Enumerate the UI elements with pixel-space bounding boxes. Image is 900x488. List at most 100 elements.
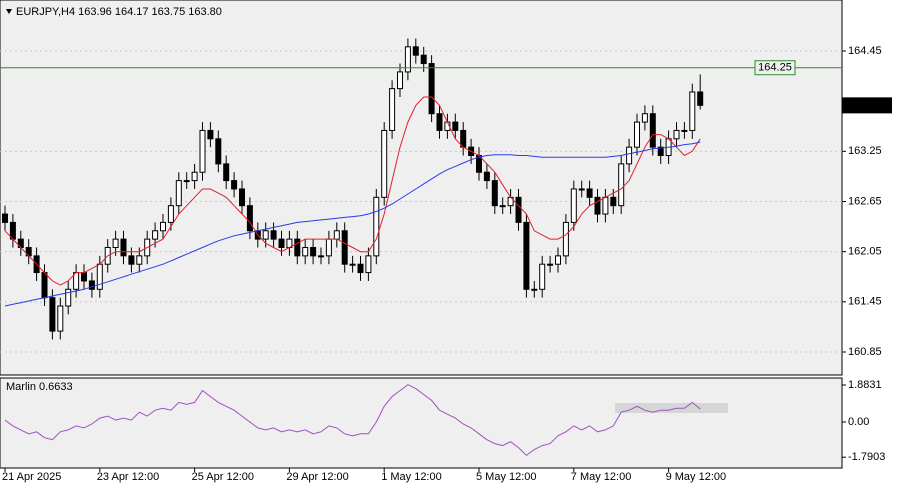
y-tick-label: 163.25 [848,145,882,157]
candle-body [2,213,8,223]
y-tick-label: 161.45 [848,296,882,308]
candle-body [594,196,601,215]
current-price-box [842,97,892,114]
candle-body [65,288,72,307]
y-tick-label: 1.8831 [848,379,882,391]
candle-body [523,221,530,290]
candle-body [491,180,498,207]
candle-body [175,180,182,207]
candle-body [673,129,680,140]
candle-body [634,121,640,148]
candle-body [404,46,411,73]
candle-body [570,188,577,223]
candle-body [41,272,48,299]
candle-body [483,171,490,182]
candle-body [325,238,332,257]
candle-body [555,255,561,265]
candle-body [88,280,95,290]
candle-body [531,288,538,291]
level-label-box [754,60,796,76]
x-tick-label: 23 Apr 12:00 [97,471,159,483]
candle-body [641,113,648,123]
candle-body [191,171,198,182]
candle-body [602,196,609,215]
candle-body [681,129,688,132]
x-tick-label: 5 May 12:00 [476,471,537,483]
candle-body [183,180,190,183]
candle-body [199,129,206,173]
y-tick-label: 162.65 [848,195,882,207]
candle-body [436,113,443,131]
highlight-box [615,403,728,413]
candle-body [136,255,143,265]
candle-body [294,238,301,257]
candle-body [239,188,245,207]
chart-title: EURJPY,H4 163.96 164.17 163.75 163.80 [16,6,222,18]
candle-body [333,230,340,240]
candle-body [49,297,56,332]
x-tick-label: 25 Apr 12:00 [192,471,254,483]
candle-body [278,238,285,248]
candle-body [120,238,127,257]
x-tick-label: 9 May 12:00 [666,471,727,483]
candle-body [207,129,214,140]
candle-body [112,238,119,248]
candle-body [586,188,593,198]
candle-body [626,146,633,165]
candle-body [539,263,546,290]
x-tick-label: 29 Apr 12:00 [286,471,348,483]
candle-body [231,180,238,190]
candle-body [689,91,696,131]
candle-body [515,196,522,223]
moving-average [4,141,701,307]
level-label: 164.25 [758,62,792,74]
indicator-pane [0,377,843,469]
candle-body [381,129,388,198]
candle-body [373,196,380,257]
candle-body [223,163,230,182]
candle-body [365,255,372,274]
candle-body [81,272,87,282]
candle-body [412,46,419,56]
y-tick-label: 164.45 [848,45,882,57]
candle-body [215,138,222,165]
y-tick-label: -1.7903 [848,451,885,463]
indicator-line [4,384,701,457]
y-tick-label: 162.05 [848,246,882,258]
candle-body [160,221,166,232]
candle-body [302,246,309,257]
candle-body [499,205,506,208]
candle-body [657,146,664,157]
candle-body [428,63,435,115]
candle-body [452,121,459,131]
x-tick-label: 7 May 12:00 [571,471,632,483]
candle-body [246,205,253,232]
candle-body [697,91,704,106]
candle-body [152,230,159,240]
candle-body [270,230,277,240]
candle-body [610,196,617,207]
y-tick-label: 0.00 [848,416,869,428]
candle-body [262,230,269,240]
candle-body [389,88,396,131]
candle-body [397,71,403,90]
current-price-label: 163.80 [847,99,881,111]
y-tick-label: 160.85 [848,346,882,358]
candle-body [547,263,554,266]
indicator-title: Marlin 0.6633 [6,381,73,393]
candle-body [562,221,569,257]
candle-body [357,263,364,274]
candle-body [96,263,103,290]
candle-body [618,163,625,207]
x-tick-label: 1 May 12:00 [381,471,442,483]
candle-body [341,230,348,265]
candle-body [420,54,427,65]
candle-body [310,246,317,257]
symbol-menu-arrow[interactable] [6,9,12,14]
candle-body [578,188,585,191]
candle-body [318,255,324,258]
candle-body [349,263,356,266]
candle-body [167,205,174,223]
x-tick-label: 21 Apr 2025 [2,471,61,483]
